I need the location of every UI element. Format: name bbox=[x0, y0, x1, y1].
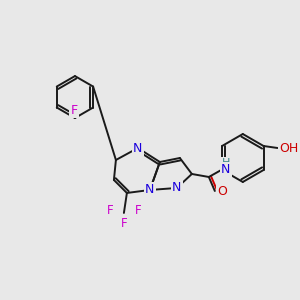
Text: F: F bbox=[121, 218, 127, 230]
Text: N: N bbox=[145, 184, 154, 196]
Text: N: N bbox=[172, 182, 182, 194]
Text: N: N bbox=[221, 164, 230, 176]
Text: N: N bbox=[133, 142, 142, 154]
Text: F: F bbox=[106, 205, 113, 218]
Text: F: F bbox=[70, 103, 77, 116]
Text: O: O bbox=[217, 185, 227, 199]
Text: F: F bbox=[135, 205, 141, 218]
Text: OH: OH bbox=[279, 142, 298, 154]
Text: H: H bbox=[222, 158, 230, 168]
